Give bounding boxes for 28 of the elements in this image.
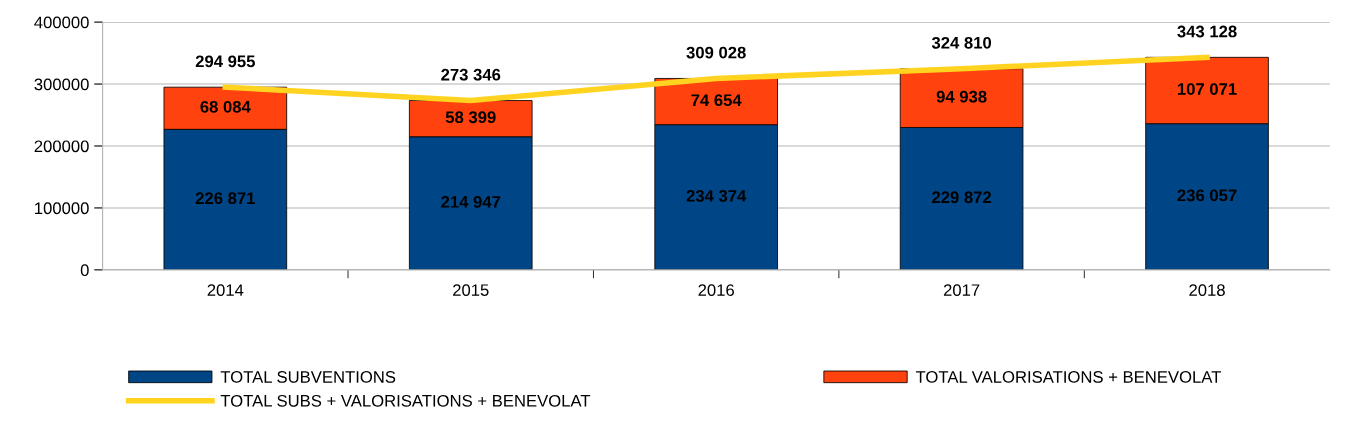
data-label: 107 071 bbox=[1177, 83, 1237, 95]
data-label: 234 374 bbox=[686, 189, 747, 202]
data-label: 324 810 bbox=[931, 36, 992, 49]
data-label: 74 654 bbox=[691, 94, 742, 107]
data-label: 214 947 bbox=[441, 195, 501, 208]
data-label: 226 871 bbox=[195, 192, 255, 205]
y-tick-label: 200000 bbox=[34, 140, 89, 153]
x-tick-label: 2016 bbox=[698, 284, 734, 297]
y-tick-label: 300000 bbox=[34, 78, 89, 91]
legend-label: TOTAL SUBVENTIONS bbox=[220, 371, 396, 383]
data-label: 343 128 bbox=[1177, 25, 1237, 38]
x-tick-label: 2015 bbox=[453, 284, 489, 297]
data-label: 294 955 bbox=[195, 55, 255, 68]
data-label: 68 084 bbox=[200, 100, 251, 113]
legend-label: TOTAL SUBS + VALORISATIONS + BENEVOLAT bbox=[220, 394, 591, 407]
data-label: 58 399 bbox=[445, 111, 496, 124]
data-label: 236 057 bbox=[1177, 189, 1237, 202]
data-label: 309 028 bbox=[686, 46, 746, 59]
x-tick-label: 2018 bbox=[1189, 284, 1225, 297]
y-tick-label: 400000 bbox=[34, 16, 89, 29]
data-label: 229 872 bbox=[932, 191, 992, 204]
legend-label: TOTAL VALORISATIONS + BENEVOLAT bbox=[915, 371, 1221, 383]
data-label: 94 938 bbox=[936, 90, 987, 103]
y-tick-label: 100000 bbox=[35, 202, 89, 215]
x-tick-label: 2017 bbox=[943, 284, 980, 297]
y-tick-label: 0 bbox=[80, 264, 89, 277]
x-tick-label: 2014 bbox=[207, 284, 244, 297]
data-label: 273 346 bbox=[441, 68, 501, 81]
